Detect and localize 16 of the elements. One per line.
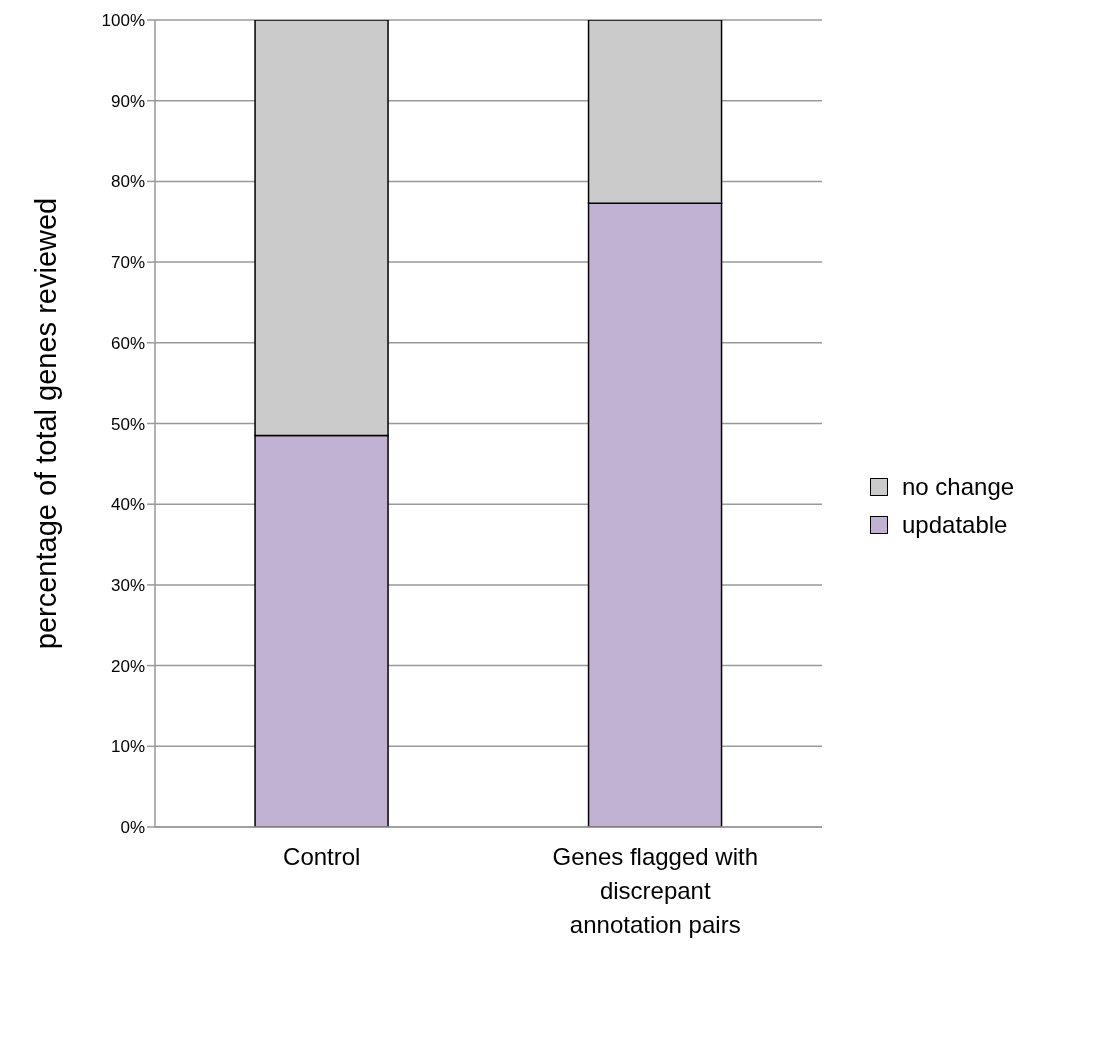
y-tick-label: 100% <box>101 11 145 31</box>
legend-label: updatable <box>902 511 1008 539</box>
y-tick-label: 50% <box>110 414 145 434</box>
y-axis-title: percentage of total genes reviewed <box>30 197 63 650</box>
y-tick-label: 80% <box>110 172 145 192</box>
y-tick-label: 0% <box>120 818 145 838</box>
y-tick-label: 40% <box>110 495 145 515</box>
y-tick-label: 30% <box>110 575 145 595</box>
y-tick-label: 60% <box>110 333 145 353</box>
y-tick-label: 20% <box>110 656 145 676</box>
y-tick-label: 70% <box>110 253 145 273</box>
legend-label: no change <box>902 473 1015 501</box>
x-tick-label: Genes flagged with discrepant annotation pairs <box>552 843 758 938</box>
x-tick-label: Control <box>283 843 361 870</box>
y-tick-label: 90% <box>110 91 145 111</box>
y-tick-label: 10% <box>110 737 145 757</box>
